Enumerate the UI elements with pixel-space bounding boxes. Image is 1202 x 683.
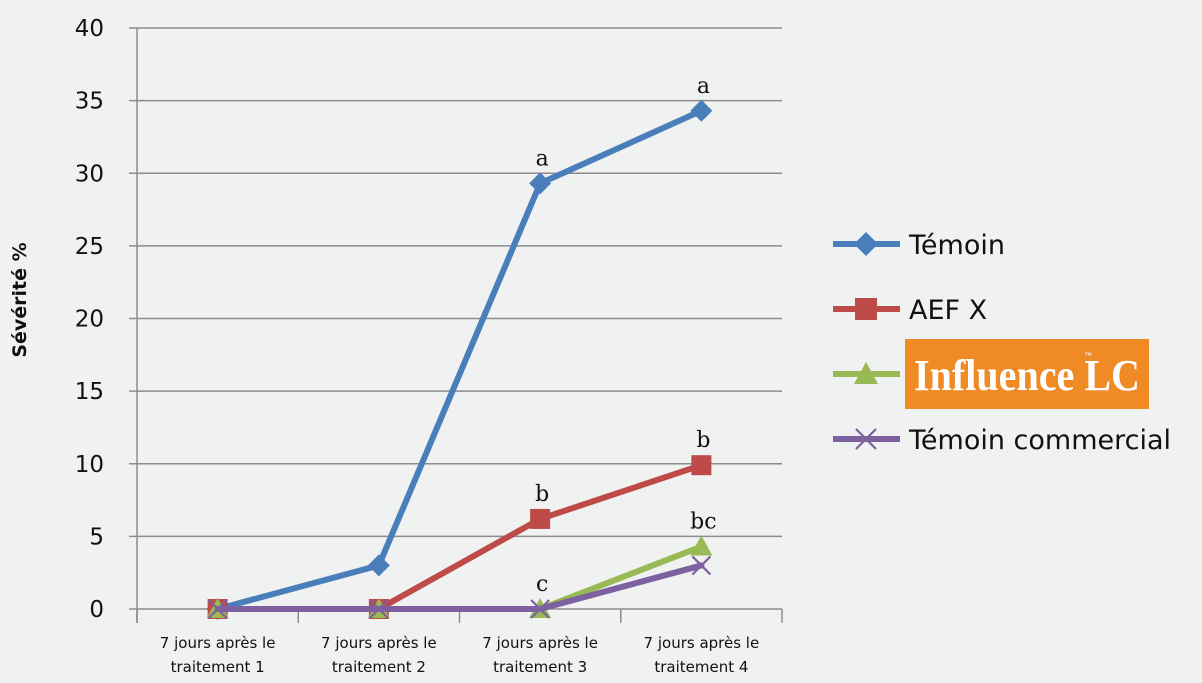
series-influence-lc: [206, 535, 713, 618]
triangle-marker: [690, 535, 713, 556]
y-tick-label: 25: [75, 234, 104, 260]
diamond-marker: [854, 232, 878, 256]
triangle-marker: [854, 362, 878, 384]
x-axis: 7 jours après le traitement 17 jours aprè…: [136, 609, 783, 676]
legend-item: AEF X: [833, 295, 987, 326]
x-marker: [369, 599, 389, 619]
square-marker: [530, 508, 551, 529]
significance-label: bc: [690, 510, 716, 535]
x-marker-stroke: [855, 428, 877, 450]
significance-label: b: [696, 428, 710, 453]
x-tick-label-line: 7 jours après le: [321, 634, 437, 652]
y-tick-label: 5: [89, 524, 104, 550]
logo-trademark: ™: [1084, 351, 1092, 360]
logo-text: Influence LC: [914, 351, 1140, 400]
logo-background: [905, 339, 1149, 409]
x-marker: [691, 555, 712, 576]
x-marker-stroke: [691, 555, 712, 576]
x-tick-label-line: 7 jours après le: [160, 634, 276, 652]
y-axis-ticks: 0 5 10 15 20 25 30 35 40: [75, 16, 104, 623]
x-tick-label-line: traitement 3: [493, 658, 587, 676]
significance-label: a: [536, 146, 549, 171]
x-marker-stroke: [530, 599, 550, 619]
y-tick-label: 15: [75, 379, 104, 405]
significance-label: c: [536, 572, 548, 597]
series-t-moin-commercial: [207, 555, 712, 619]
significance-label: a: [697, 74, 710, 99]
significance-label: b: [535, 482, 549, 507]
x-tick-label: 7 jours après le traitement 4: [644, 634, 760, 676]
legend-item: Témoin: [833, 230, 1005, 261]
x-tick-label-line: traitement 4: [654, 658, 748, 676]
square-marker: [855, 298, 877, 320]
y-tick-label: 30: [75, 161, 104, 187]
x-tick-label-line: 7 jours après le: [482, 634, 598, 652]
x-tick-label-line: traitement 2: [332, 658, 426, 676]
y-axis-label: Sévérité %: [9, 242, 31, 357]
y-tick-label: 40: [75, 16, 104, 42]
legend-label: Témoin commercial: [908, 425, 1171, 456]
legend-label: Témoin: [908, 230, 1005, 261]
x-tick-label: 7 jours après le traitement 2: [321, 634, 437, 676]
x-marker-stroke: [207, 599, 228, 619]
square-marker: [691, 455, 712, 476]
legend-item: Témoin commercial: [833, 425, 1171, 456]
x-tick-label-line: 7 jours après le: [644, 634, 760, 652]
series-layer: [206, 99, 713, 620]
series-line: [214, 107, 705, 612]
y-tick-label: 35: [75, 89, 104, 115]
legend-label: AEF X: [909, 295, 987, 326]
diamond-marker: [367, 554, 390, 577]
x-marker: [530, 599, 550, 619]
x-tick-label: 7 jours après le traitement 3: [482, 634, 598, 676]
y-tick-label: 0: [89, 597, 104, 623]
series-line: [214, 562, 705, 612]
series-t-moin: [206, 99, 713, 620]
y-tick-label: 10: [75, 452, 104, 478]
series-line: [214, 543, 705, 612]
x-marker: [207, 599, 228, 619]
x-marker: [855, 428, 877, 450]
x-tick-label-line: traitement 1: [171, 658, 265, 676]
diamond-marker: [690, 99, 713, 122]
diamond-marker: [529, 172, 552, 195]
x-marker-stroke: [369, 599, 389, 619]
x-tick-label: 7 jours après le traitement 1: [160, 634, 276, 676]
gridlines: [129, 27, 782, 623]
y-tick-label: 20: [75, 307, 104, 333]
